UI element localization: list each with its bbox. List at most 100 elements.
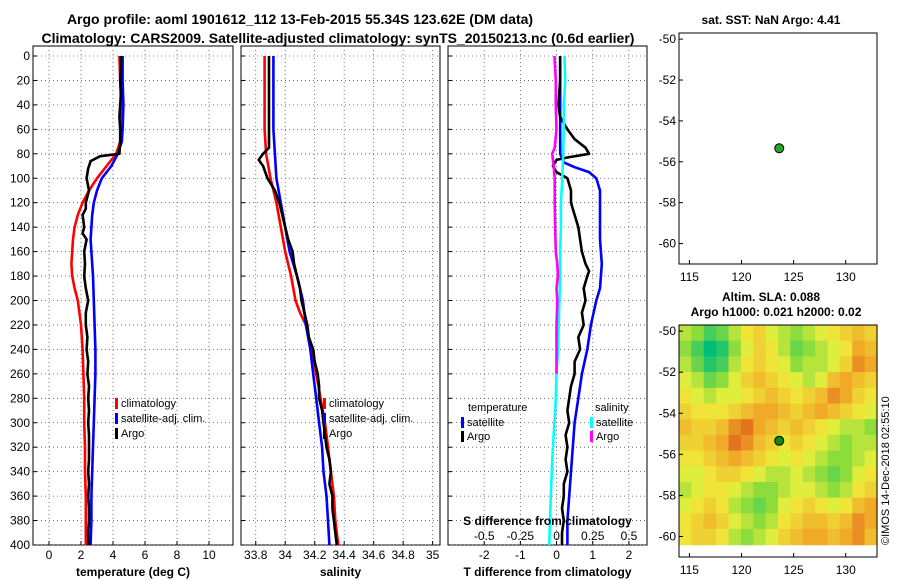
sla-heatmap-cell <box>790 528 804 546</box>
sla-heatmap-cell <box>679 387 692 405</box>
sla-heatmap-cell <box>703 450 717 467</box>
sla-heatmap-cell <box>790 481 804 499</box>
sla-heatmap-cell <box>753 481 767 499</box>
sla-heatmap-cell <box>691 356 705 373</box>
sla-heatmap-cell <box>740 450 754 467</box>
sla-heatmap-cell <box>728 528 742 546</box>
sla-heatmap-cell <box>740 403 754 420</box>
sla-heatmap-cell <box>691 497 705 514</box>
top-tick-label: -0.5 <box>474 529 495 543</box>
sla-heatmap-cell <box>802 513 816 530</box>
figure-title-line2: Climatology: CARS2009. Satellite-adjuste… <box>42 30 635 46</box>
lon-tick-label: 115 <box>680 563 699 577</box>
x-tick-label: 6 <box>142 548 149 562</box>
sla-heatmap-cell <box>765 325 779 342</box>
sla-heatmap-cell <box>815 356 829 373</box>
sla-heatmap-cell <box>802 356 816 373</box>
depth-tick-label: 40 <box>17 98 31 112</box>
lon-tick-label: 130 <box>836 270 856 284</box>
sla-heatmap-cell <box>716 325 730 342</box>
legend-swatch <box>115 413 118 424</box>
sla-heatmap-cell <box>815 325 829 342</box>
sla-heatmap-cell <box>827 434 841 452</box>
sla-heatmap-cell <box>802 450 816 467</box>
sla-heatmap-cell <box>864 387 878 405</box>
sla-heatmap-cell <box>716 403 730 420</box>
legend-swatch <box>323 428 326 439</box>
sla-heatmap-cell <box>679 403 692 420</box>
x-tick-label: 2 <box>626 548 633 562</box>
sla-heatmap-cell <box>765 528 779 546</box>
lat-tick-label: -50 <box>659 324 677 338</box>
sla-heatmap-cell <box>753 528 767 546</box>
sla-heatmap-cell <box>740 434 754 452</box>
sla-heatmap-cell <box>778 340 791 357</box>
sla-heatmap-cell <box>679 528 692 546</box>
sla-heatmap-cell <box>778 325 791 342</box>
sla-heatmap-cell <box>753 419 767 436</box>
sla-heatmap-cell <box>703 513 717 530</box>
sla-heatmap-cell <box>790 466 804 483</box>
sla-heatmap-cell <box>852 481 866 499</box>
depth-tick-label: 80 <box>17 147 31 161</box>
x-tick-label: 0 <box>46 548 53 562</box>
x-axis-label: T difference from climatology <box>463 565 631 579</box>
lon-tick-label: 120 <box>732 563 752 577</box>
sla-heatmap-cell <box>815 340 829 357</box>
sla-heatmap-cell <box>852 419 866 436</box>
sla-heatmap-cell <box>778 528 791 546</box>
sla-heatmap-cell <box>703 419 717 436</box>
sla-heatmap-cell <box>679 497 692 514</box>
sla-heatmap-cell <box>716 356 730 373</box>
sla-heatmap-cell <box>679 466 692 483</box>
sla-heatmap-cell <box>815 419 829 436</box>
lon-tick-label: 120 <box>732 270 752 284</box>
x-tick-label: 1 <box>589 548 596 562</box>
lat-tick-label: -50 <box>659 32 677 46</box>
x-tick-label: -2 <box>479 548 490 562</box>
sla-heatmap-cell <box>839 403 853 420</box>
depth-tick-label: 380 <box>10 514 30 528</box>
sla-heatmap-cell <box>827 450 841 467</box>
sla-heatmap-cell <box>802 528 816 546</box>
sla-heatmap-cell <box>802 419 816 436</box>
sst-map-panel: sat. SST: NaN Argo: 4.41 -50 -52 -54 -56 -58… <box>659 13 878 284</box>
legend-title-salinity: salinity <box>595 402 629 414</box>
sla-heatmap-cell <box>827 528 841 546</box>
depth-tick-label: 320 <box>10 440 30 454</box>
sla-heatmap-cell <box>753 325 767 342</box>
depth-tick-label: 200 <box>10 294 30 308</box>
sla-heatmap-cell <box>728 325 742 342</box>
sla-heatmap-cell <box>716 528 730 546</box>
sla-heatmap-cell <box>864 450 878 467</box>
sla-heatmap-cell <box>716 513 730 530</box>
sla-heatmap-cell <box>740 356 754 373</box>
sla-map-title: Altim. SLA: 0.088 <box>722 290 820 304</box>
sla-heatmap-cell <box>815 466 829 483</box>
top-axis-label: S difference from climatology <box>463 514 632 528</box>
sla-heatmap-cell <box>765 450 779 467</box>
sla-heatmap-cell <box>864 325 878 342</box>
x-tick-label: 34.2 <box>303 548 327 562</box>
sla-heatmap-cell <box>728 340 742 357</box>
lat-tick-label: -56 <box>659 155 677 169</box>
legend-entry: satellite <box>467 417 504 429</box>
sla-heatmap-cell <box>778 481 791 499</box>
sla-heatmap-cell <box>852 356 866 373</box>
map-frame <box>678 32 878 265</box>
x-tick-label: 34.6 <box>362 548 386 562</box>
difference-profile-panel: -2 -1 0 1 2 T difference from climatology temp… <box>447 45 648 579</box>
sla-heatmap-cell <box>716 372 730 389</box>
lat-tick-label: -54 <box>659 114 677 128</box>
sla-heatmap-cell <box>765 372 779 389</box>
sla-heatmap-cell <box>740 481 754 499</box>
depth-tick-label: 60 <box>17 122 31 136</box>
legend-entry: climatology <box>329 398 385 410</box>
sla-heatmap-cell <box>790 340 804 357</box>
x-tick-label: 34 <box>279 548 293 562</box>
sla-heatmap-cell <box>691 387 705 405</box>
x-axis-label: salinity <box>320 565 362 579</box>
sla-heatmap-cell <box>802 481 816 499</box>
sla-heatmap-cell <box>802 340 816 357</box>
x-tick-label: 10 <box>202 548 216 562</box>
